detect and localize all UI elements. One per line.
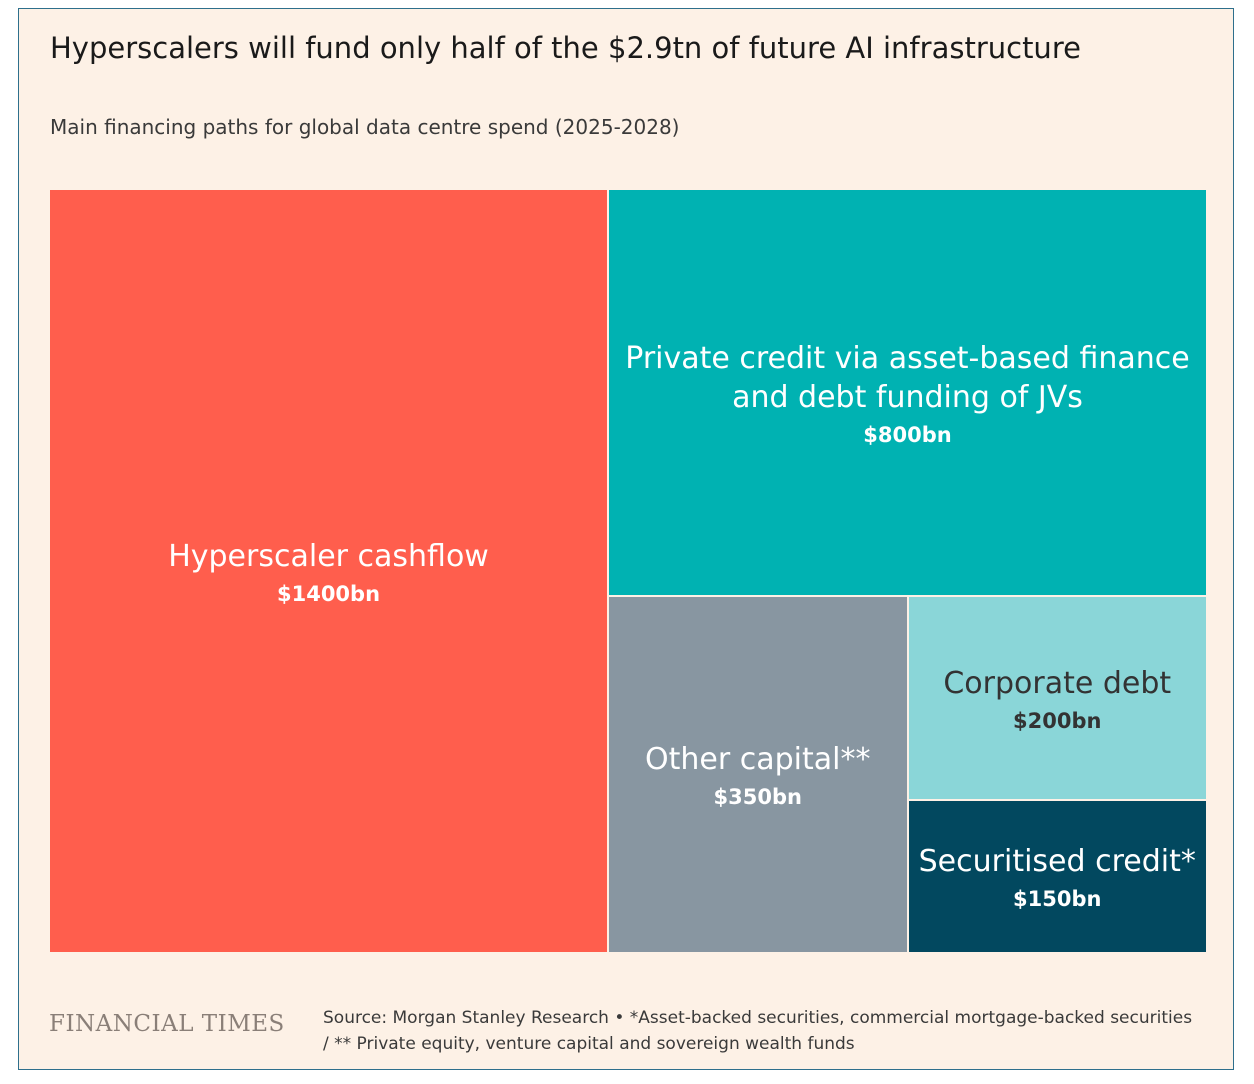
treemap-tile: Private credit via asset-based finance a… <box>608 189 1207 597</box>
tile-value: $1400bn <box>276 581 381 606</box>
chart-frame: Hyperscalers will fund only half of the … <box>18 8 1234 1070</box>
treemap-tile: Other capital** $350bn <box>608 596 908 953</box>
treemap-tile: Securitised credit* $150bn <box>907 800 1207 953</box>
treemap-tile: Corporate debt $200bn <box>907 596 1207 801</box>
tile-value: $200bn <box>1013 708 1102 733</box>
tile-value: $800bn <box>863 422 952 447</box>
chart-subtitle: Main financing paths for global data cen… <box>50 115 680 139</box>
tile-label: Securitised credit* <box>918 844 1196 880</box>
tile-label: Other capital** <box>645 742 871 778</box>
tile-value: $350bn <box>713 785 802 810</box>
tile-label: Hyperscaler cashflow <box>168 538 489 574</box>
tile-value: $150bn <box>1013 887 1102 912</box>
tile-label: Corporate debt <box>943 665 1172 701</box>
treemap-tile: Hyperscaler cashflow $1400bn <box>49 189 609 953</box>
treemap: Hyperscaler cashflow $1400bn Private credi… <box>49 189 1207 953</box>
ft-logo: FINANCIAL TIMES <box>49 1011 285 1037</box>
chart-title: Hyperscalers will fund only half of the … <box>50 31 1081 65</box>
tile-label: Private credit via asset-based finance a… <box>625 340 1190 415</box>
source-note: Source: Morgan Stanley Research • *Asset… <box>323 1008 1193 1054</box>
